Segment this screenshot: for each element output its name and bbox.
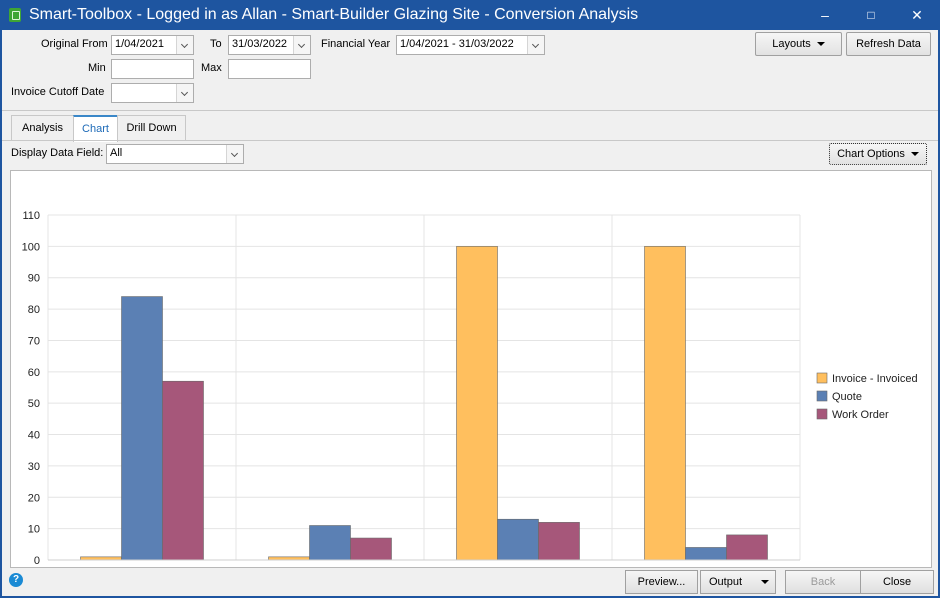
- status-bar: ? Preview... Output Back Close: [2, 568, 938, 596]
- max-label: Max: [201, 62, 222, 74]
- bar-work-order-3: [726, 534, 768, 561]
- chart-options-button[interactable]: Chart Options: [829, 143, 927, 165]
- original-from-date-picker[interactable]: 1/04/2021: [111, 35, 194, 55]
- original-from-label: Original From: [41, 38, 108, 50]
- chevron-down-icon[interactable]: [527, 36, 544, 54]
- bar-invoice-invoiced-2: [456, 246, 498, 561]
- bar-quote-0: [121, 296, 163, 561]
- chevron-down-icon[interactable]: [226, 145, 243, 163]
- financial-year-label: Financial Year: [321, 38, 391, 50]
- bar-quote-3: [685, 547, 727, 561]
- y-tick-label: 0: [34, 555, 40, 567]
- filter-divider: [2, 110, 938, 111]
- minimize-button[interactable]: –: [821, 7, 829, 23]
- y-tick-label: 110: [22, 210, 40, 222]
- tab-drill-down[interactable]: Drill Down: [117, 115, 186, 141]
- chart-options-label: Chart Options: [837, 148, 905, 160]
- help-icon[interactable]: ?: [9, 573, 23, 587]
- dropdown-arrow-icon: [761, 580, 769, 584]
- main-content: Original From 1/04/2021 To 31/03/2022 Fi…: [2, 30, 938, 596]
- y-tick-label: 20: [28, 492, 40, 504]
- chevron-down-icon[interactable]: [293, 36, 310, 54]
- close-window-button[interactable]: ✕: [911, 7, 923, 23]
- layouts-button[interactable]: Layouts: [755, 32, 842, 56]
- output-label: Output: [709, 576, 743, 588]
- y-tick-label: 90: [28, 273, 40, 285]
- bar-invoice-invoiced-3: [644, 246, 686, 561]
- window-title: Smart-Toolbox - Logged in as Allan - Sma…: [29, 6, 639, 23]
- legend-label: Invoice - Invoiced: [832, 373, 918, 385]
- bar-work-order-0: [162, 380, 204, 561]
- output-button[interactable]: Output: [700, 570, 776, 594]
- back-button[interactable]: Back: [785, 570, 861, 594]
- bar-work-order-1: [350, 537, 392, 561]
- bar-chart: 0102030405060708090100110Main Branch - O…: [22, 210, 918, 585]
- legend-swatch: [816, 390, 828, 402]
- chevron-down-icon[interactable]: [176, 84, 193, 102]
- display-data-field-label: Display Data Field:: [11, 147, 104, 159]
- maximize-button[interactable]: □: [867, 8, 875, 22]
- max-input[interactable]: [228, 59, 311, 79]
- min-input[interactable]: [111, 59, 194, 79]
- layouts-label: Layouts: [772, 38, 811, 50]
- y-tick-label: 60: [28, 367, 40, 379]
- title-bar[interactable]: Smart-Toolbox - Logged in as Allan - Sma…: [0, 0, 940, 30]
- invoice-cutoff-date-picker[interactable]: [111, 83, 194, 103]
- y-tick-label: 80: [28, 304, 40, 316]
- financial-year-value: 1/04/2021 - 31/03/2022: [400, 38, 514, 50]
- to-date-picker[interactable]: 31/03/2022: [228, 35, 311, 55]
- tab-analysis[interactable]: Analysis: [11, 115, 74, 141]
- y-tick-label: 30: [28, 461, 40, 473]
- chevron-down-icon[interactable]: [176, 36, 193, 54]
- display-data-field-value: All: [110, 147, 123, 159]
- y-tick-label: 100: [22, 241, 40, 253]
- to-label: To: [210, 38, 222, 50]
- invoice-cutoff-label: Invoice Cutoff Date: [11, 86, 105, 98]
- y-tick-label: 40: [28, 430, 40, 442]
- min-label: Min: [88, 62, 106, 74]
- y-tick-label: 10: [28, 524, 40, 536]
- y-tick-label: 50: [28, 398, 40, 410]
- dropdown-arrow-icon: [816, 42, 825, 47]
- original-from-value: 1/04/2021: [115, 38, 164, 50]
- bar-quote-1: [309, 525, 351, 561]
- refresh-data-button[interactable]: Refresh Data: [846, 32, 931, 56]
- close-button[interactable]: Close: [860, 570, 934, 594]
- to-date-value: 31/03/2022: [232, 38, 288, 50]
- tab-chart[interactable]: Chart: [73, 115, 118, 142]
- display-data-field-select[interactable]: All: [106, 144, 244, 164]
- chart-panel: 0102030405060708090100110Main Branch - O…: [10, 170, 932, 585]
- tab-underline: [2, 140, 938, 141]
- legend-swatch: [816, 372, 828, 384]
- financial-year-select[interactable]: 1/04/2021 - 31/03/2022: [396, 35, 545, 55]
- y-tick-label: 70: [28, 335, 40, 347]
- preview-button[interactable]: Preview...: [625, 570, 698, 594]
- app-logo-icon: [9, 8, 21, 22]
- bar-work-order-2: [538, 522, 580, 561]
- legend-swatch: [816, 408, 828, 420]
- legend-label: Work Order: [832, 409, 889, 421]
- legend-label: Quote: [832, 391, 862, 403]
- bar-quote-2: [497, 518, 539, 561]
- dropdown-arrow-icon: [910, 152, 919, 157]
